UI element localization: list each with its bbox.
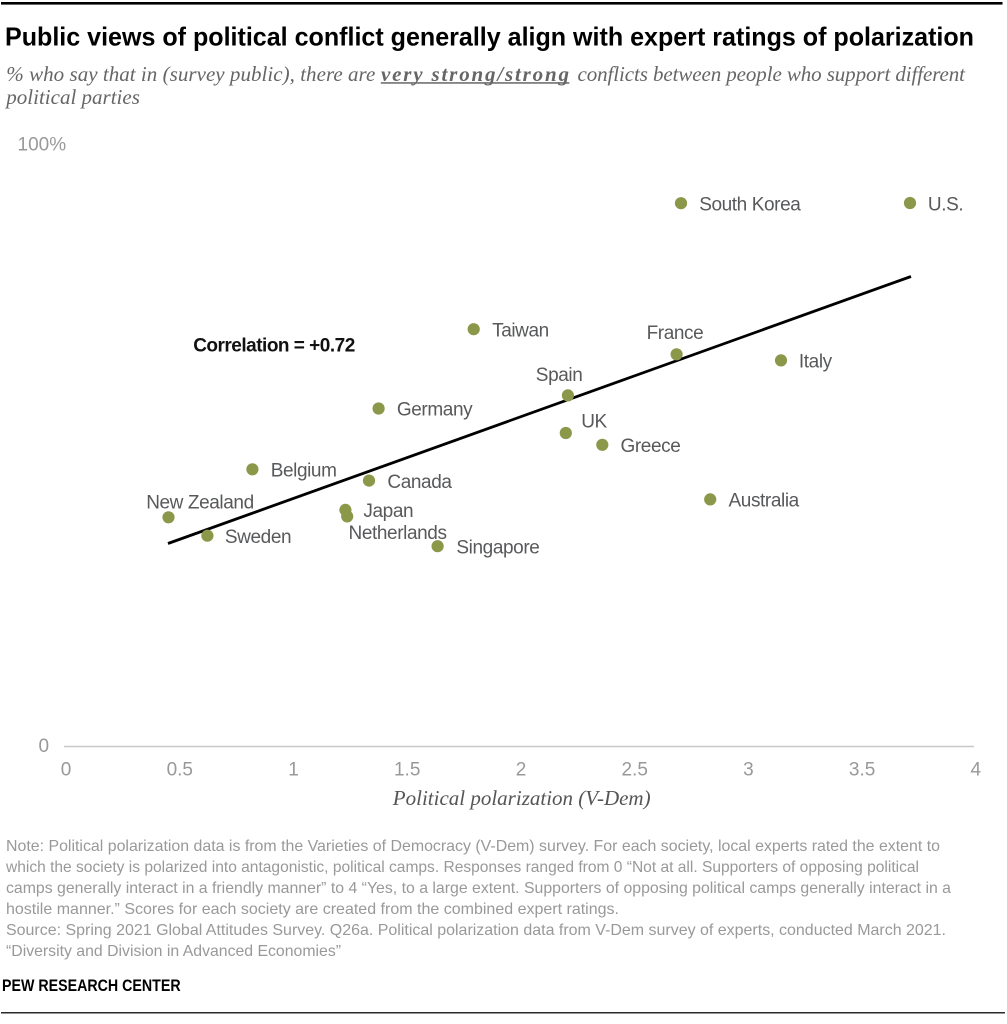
svg-text:2: 2 (516, 760, 527, 781)
svg-text:0.5: 0.5 (167, 760, 193, 781)
svg-text:Source: Spring 2021 Global Att: Source: Spring 2021 Global Attitudes Sur… (6, 922, 946, 939)
svg-text:PEW RESEARCH CENTER: PEW RESEARCH CENTER (2, 976, 181, 995)
svg-text:Note: Political polarization d: Note: Political polarization data is fro… (6, 838, 940, 855)
svg-text:Taiwan: Taiwan (492, 320, 549, 341)
svg-text:Belgium: Belgium (271, 461, 337, 482)
svg-text:U.S.: U.S. (928, 194, 963, 215)
svg-text:3.5: 3.5 (849, 760, 875, 781)
svg-text:1: 1 (288, 760, 299, 781)
svg-text:Correlation = +0.72: Correlation = +0.72 (193, 335, 355, 356)
svg-text:very strong/strong: very strong/strong (381, 62, 569, 86)
svg-text:UK: UK (581, 412, 607, 433)
svg-text:0: 0 (61, 760, 72, 781)
svg-text:Netherlands: Netherlands (349, 523, 447, 544)
svg-text:Spain: Spain (536, 365, 583, 386)
svg-text:Canada: Canada (387, 472, 452, 493)
svg-text:New Zealand: New Zealand (146, 492, 254, 513)
svg-text:Sweden: Sweden (225, 527, 291, 548)
svg-text:Germany: Germany (397, 400, 473, 421)
svg-text:Political polarization (V-Dem): Political polarization (V-Dem) (392, 786, 651, 810)
svg-text:South Korea: South Korea (699, 194, 801, 215)
svg-text:which the society is polarized: which the society is polarized into anta… (5, 859, 919, 876)
svg-text:Japan: Japan (363, 501, 413, 522)
svg-text:% who say that in (survey publ: % who say that in (survey public), there… (6, 62, 375, 86)
svg-text:France: France (647, 323, 704, 344)
svg-text:4: 4 (971, 760, 982, 781)
svg-text:2.5: 2.5 (621, 760, 647, 781)
svg-text:political parties: political parties (4, 85, 140, 109)
svg-text:Italy: Italy (799, 352, 833, 373)
svg-text:0: 0 (39, 736, 50, 757)
svg-text:camps generally interact in a: camps generally interact in a friendly m… (6, 880, 951, 897)
svg-text:Greece: Greece (621, 436, 681, 457)
svg-text:conflicts between people who s: conflicts between people who support dif… (578, 62, 967, 86)
svg-text:Singapore: Singapore (456, 537, 539, 558)
svg-text:100%: 100% (18, 134, 67, 155)
svg-text:Public views of political conf: Public views of political conflict gener… (5, 22, 974, 52)
svg-text:hostile manner.” Scores for ea: hostile manner.” Scores for each society… (6, 901, 619, 918)
svg-text:1.5: 1.5 (394, 760, 420, 781)
svg-text:3: 3 (743, 760, 754, 781)
svg-text:Australia: Australia (729, 491, 800, 512)
svg-text:“Diversity and Division in Adv: “Diversity and Division in Advanced Econ… (6, 943, 341, 960)
